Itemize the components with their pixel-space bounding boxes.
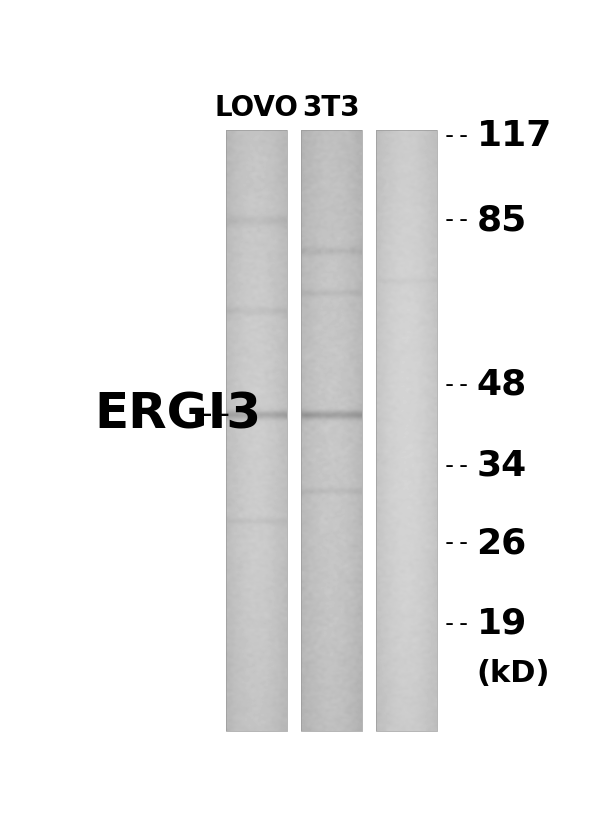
Text: --: -- [442,373,471,397]
Text: --: -- [442,124,471,149]
Text: 19: 19 [477,607,527,641]
Text: --: -- [442,531,471,555]
Text: 26: 26 [477,526,527,560]
Text: ERGI3: ERGI3 [94,390,261,438]
Text: 48: 48 [477,368,527,402]
Bar [301,130,362,731]
Text: 85: 85 [477,203,527,237]
Text: 117: 117 [477,119,552,154]
Bar [226,130,287,731]
Text: (kD): (kD) [477,659,550,689]
Text: --: -- [442,454,471,477]
Bar [376,130,437,731]
Text: 34: 34 [477,449,527,482]
Text: --: -- [442,208,471,232]
Text: --: -- [197,399,234,429]
Text: LOVO: LOVO [214,94,298,122]
Text: 3T3: 3T3 [302,94,360,122]
Text: --: -- [442,612,471,636]
